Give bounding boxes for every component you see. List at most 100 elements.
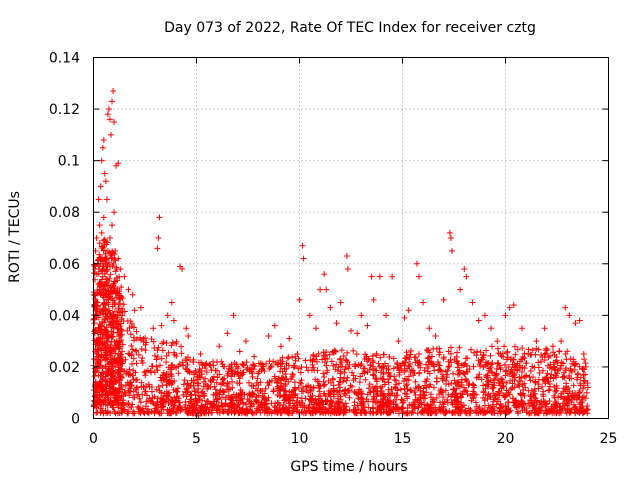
data-point [433, 378, 440, 385]
data-point [558, 338, 565, 345]
data-point [94, 308, 101, 315]
data-point [429, 361, 436, 368]
data-point [291, 379, 298, 386]
data-point [580, 372, 587, 379]
data-point [193, 402, 200, 409]
data-point [98, 323, 105, 330]
data-point [419, 409, 426, 416]
plot-frame [93, 57, 609, 419]
data-point [274, 380, 281, 387]
data-point [345, 365, 352, 372]
data-point [430, 384, 437, 391]
data-point [109, 390, 116, 397]
data-point [135, 403, 142, 410]
data-point [100, 137, 107, 144]
data-point [209, 358, 216, 365]
data-point [270, 387, 277, 394]
data-point [458, 394, 465, 401]
data-point [224, 379, 231, 386]
data-point [168, 299, 175, 306]
data-point [96, 286, 103, 293]
data-point [527, 377, 534, 384]
data-point [143, 398, 150, 405]
data-point [154, 367, 161, 374]
data-point [163, 352, 170, 359]
data-point [95, 327, 102, 334]
data-point [390, 355, 397, 362]
data-point [108, 322, 115, 329]
data-point [512, 351, 519, 358]
data-point [308, 396, 315, 403]
data-point [279, 404, 286, 411]
data-point [208, 367, 215, 374]
data-point [551, 392, 558, 399]
data-point [160, 406, 167, 413]
data-point [450, 386, 457, 393]
data-point [225, 386, 232, 393]
data-point [97, 254, 104, 261]
data-point [559, 405, 566, 412]
data-point [480, 410, 487, 417]
data-point [470, 363, 477, 370]
data-point [432, 332, 439, 339]
data-point [98, 369, 105, 376]
data-point [197, 351, 204, 358]
data-point [300, 255, 307, 262]
data-point [292, 357, 299, 364]
data-point [488, 325, 495, 332]
data-point [375, 360, 382, 367]
data-point [427, 410, 434, 417]
data-point [325, 387, 332, 394]
data-point [378, 402, 385, 409]
data-point [230, 312, 237, 319]
data-point [107, 283, 114, 290]
data-point [511, 343, 518, 350]
data-point [448, 359, 455, 366]
data-point [108, 358, 115, 365]
data-point [131, 307, 138, 314]
data-point [415, 351, 422, 358]
data-point [160, 376, 167, 383]
data-point [454, 379, 461, 386]
data-point [289, 354, 296, 361]
data-point [529, 363, 536, 370]
data-point [99, 407, 106, 414]
data-point [266, 358, 273, 365]
data-point [130, 394, 137, 401]
data-point [356, 379, 363, 386]
data-point [281, 365, 288, 372]
data-point [316, 401, 323, 408]
data-point [102, 391, 109, 398]
data-point [527, 367, 534, 374]
data-point [359, 390, 366, 397]
data-point [188, 391, 195, 398]
data-point [127, 331, 134, 338]
data-point [386, 409, 393, 416]
data-point [293, 404, 300, 411]
data-point [522, 384, 529, 391]
data-point [102, 310, 109, 317]
data-point [237, 387, 244, 394]
data-point [383, 401, 390, 408]
data-point [124, 327, 131, 334]
data-point [233, 363, 240, 370]
data-point [382, 400, 389, 407]
data-point [199, 404, 206, 411]
data-point [259, 363, 266, 370]
data-point [213, 379, 220, 386]
data-point [201, 390, 208, 397]
data-point [504, 348, 511, 355]
data-point [503, 379, 510, 386]
data-point [175, 370, 182, 377]
data-point [105, 399, 112, 406]
data-point [473, 409, 480, 416]
data-point [113, 264, 120, 271]
data-point [202, 375, 209, 382]
data-point [156, 362, 163, 369]
data-point [235, 372, 242, 379]
data-point [103, 387, 110, 394]
data-point [155, 235, 162, 241]
data-point [584, 384, 591, 391]
data-point [348, 383, 355, 390]
data-point [194, 380, 201, 387]
